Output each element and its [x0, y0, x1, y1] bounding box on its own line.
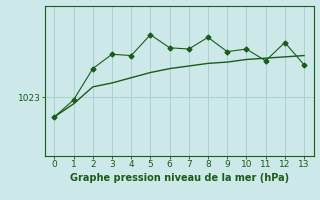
X-axis label: Graphe pression niveau de la mer (hPa): Graphe pression niveau de la mer (hPa): [70, 173, 289, 183]
